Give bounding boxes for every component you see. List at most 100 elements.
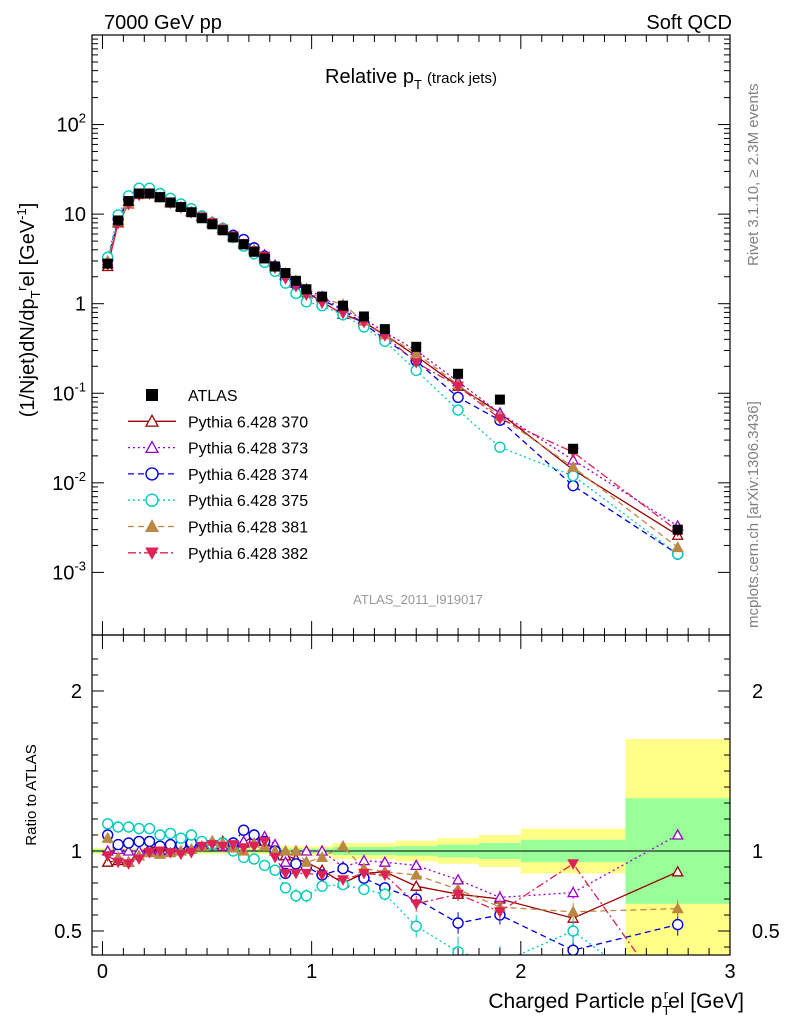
main-series-point [410,346,423,358]
ratio-series-point [101,851,114,862]
axis-ticks [92,34,731,955]
ratio-series-point [410,879,423,891]
ratio-series-point [358,868,370,880]
atlas-data-point [228,232,239,243]
ratio-series-point [337,875,349,886]
ratio-series-point [122,837,135,849]
ratio-series-point [279,844,292,856]
ratio-series-point [316,870,328,882]
ratio-series-point [279,855,292,867]
ratio-series-point [164,827,177,840]
ratio-series-point [671,902,684,914]
ratio-series-point [258,836,271,848]
ratio-series-point [567,859,579,870]
legend-marker [145,493,159,507]
y-tick-label: 10-3 [52,558,86,584]
legend-label: ATLAS [188,388,238,405]
y-tick-label: 10-1 [52,379,86,405]
ratio-series-point [452,889,464,901]
ratio-series-point [227,840,240,851]
ratio-series-point [289,844,303,856]
ratio-series-point [567,886,580,898]
ratio-series-point [379,870,391,882]
ratio-series-point [237,824,250,836]
ratio-series-point [290,858,302,870]
ratio-series-point [300,844,313,856]
legend-label: Pythia 6.428 370 [188,414,308,431]
atlas-data-point [196,213,207,224]
main-series-point [494,414,506,425]
legend-label: Pythia 6.428 374 [188,467,308,484]
y-tick-label-base: 10 [52,383,74,405]
rivet-version-label: Rivet 3.1.10, ≥ 2.3M events [745,83,762,267]
y-tick-label-exponent: -1 [74,379,86,394]
atlas-data-point [379,324,390,335]
atlas-data-point [207,219,218,230]
main-series-point [494,441,506,453]
ratio-series-point [195,841,208,853]
main-series-point [671,541,684,553]
atlas-data-point [358,311,369,322]
ratio-series-point [133,854,145,866]
x-tick-label: 1 [306,961,317,983]
ratio-series-point [154,846,166,858]
ratio-series-point [269,852,281,864]
x-axis-label: Charged Particle pTrel [GeV] [488,987,744,1018]
ratio-series-point [495,958,505,968]
legend-label: Pythia 6.428 381 [188,520,308,537]
legend-marker [145,467,159,481]
ratio-series-point [452,917,464,929]
atlas-data-point [238,239,249,250]
atlas-data-point [338,300,349,311]
atlas-data-point [280,268,291,279]
ratio-series-point [290,890,302,902]
ratio-series-point [101,831,114,843]
atlas-data-point [290,275,301,286]
y-tick-label-exponent: -2 [74,469,86,484]
ratio-series-markers [101,818,684,968]
ratio-series-point [279,882,292,894]
main-series-point [567,470,579,482]
plot-title: Relative pT (track jets) [325,66,497,92]
atlas-data-point [165,197,176,208]
atlas-data-point [113,215,124,226]
atlas-data-point [144,188,155,199]
legend-marker [144,440,160,454]
ratio-y-tick-label-right: 1 [752,841,763,863]
ratio-series-point [143,848,156,859]
ratio-series-point [216,841,229,853]
ratio-series-point [336,839,350,851]
main-series-point [452,404,464,416]
ratio-series-point [258,859,271,872]
main-series-point [452,381,464,393]
y-tick-label-base: 10 [52,562,74,584]
ratio-y-axis-label: Ratio to ATLAS [23,744,40,845]
ratio-series-point [410,859,423,871]
atlas-data-point [249,246,260,257]
ratio-series-point [112,857,124,869]
ratio-series-point [672,918,684,931]
atlas-data-point [494,394,505,405]
ratio-series-point [567,944,579,955]
legend-label: Pythia 6.428 373 [188,441,308,458]
ratio-series-point [112,821,124,833]
ratio-series-point [290,868,302,880]
x-tick-label: 2 [515,961,526,983]
ratio-series-point [122,844,135,856]
ratio-series-point [300,890,313,902]
ratio-series-point [248,841,260,853]
atlas-data-point [672,524,683,535]
legend-marker [145,547,159,560]
ratio-series-point [122,859,135,870]
main-series-markers [101,182,684,560]
ratio-series-point [237,843,250,854]
atlas-data-point [270,261,281,272]
main-series-point [567,460,580,472]
ratio-series-point [358,883,370,896]
ratio-series-point [112,838,124,851]
legend-marker [144,519,160,532]
ratio-series-point [133,835,145,848]
ratio-series-point [671,865,684,877]
